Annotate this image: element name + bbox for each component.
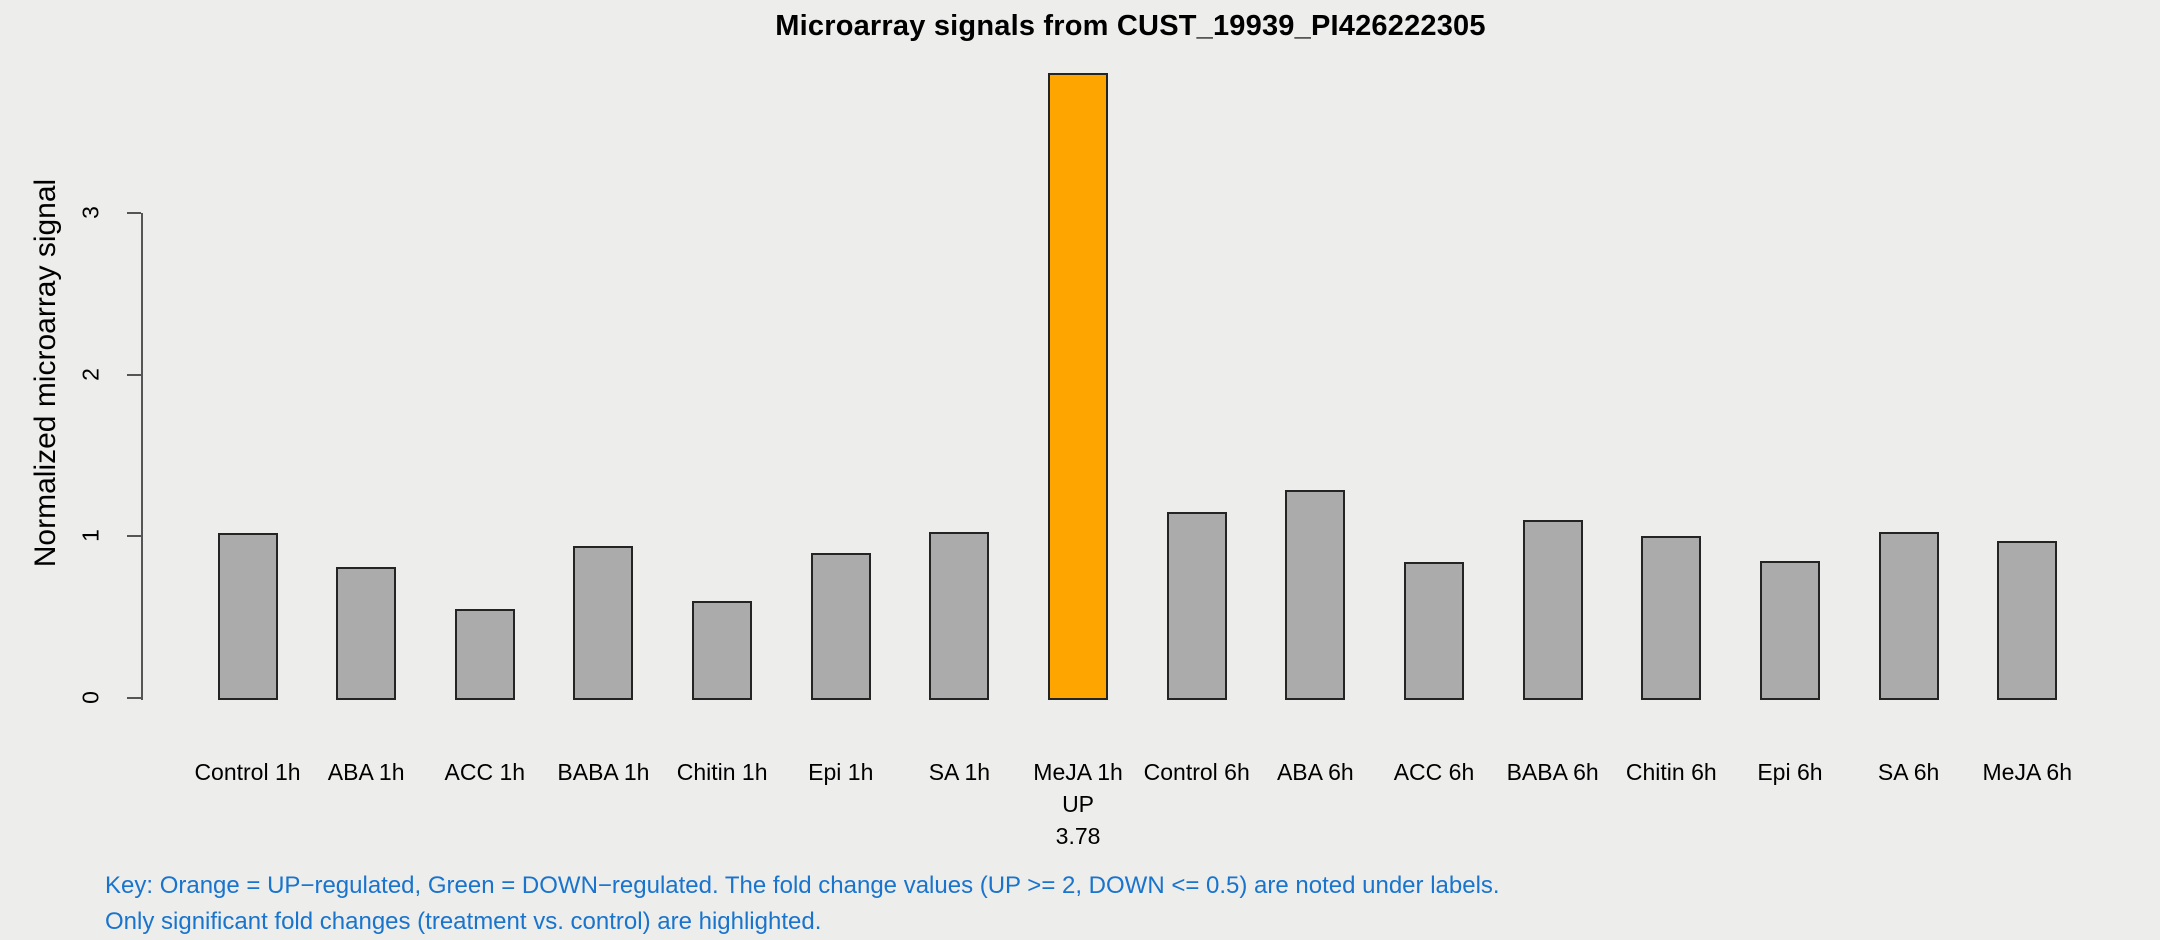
bar-acc-6h: [1404, 562, 1464, 700]
x-label-control-6h: Control 6h: [1143, 759, 1250, 785]
x-label-sa-6h: SA 6h: [1877, 759, 1940, 785]
x-label-acc-1h: ACC 1h: [444, 759, 526, 785]
y-tick-label: 3: [77, 206, 104, 220]
x-label-sa-1h: SA 1h: [928, 759, 991, 785]
legend-note-line1: Key: Orange = UP−regulated, Green = DOWN…: [105, 872, 1500, 899]
x-label-meja-6h: MeJA 6h: [1982, 759, 2073, 785]
bar-meja-1h: [1048, 72, 1109, 700]
bar-aba-6h: [1285, 489, 1346, 700]
y-tick-mark: [127, 697, 141, 699]
bar-aba-1h: [336, 567, 397, 700]
x-label-chitin-1h: Chitin 1h: [676, 759, 768, 785]
bar-control-1h: [217, 533, 278, 700]
y-tick-mark: [127, 373, 141, 376]
fold-change-note: UP: [1062, 791, 1095, 817]
bar-baba-6h: [1522, 520, 1583, 700]
y-tick-mark: [127, 212, 141, 215]
x-label-acc-6h: ACC 6h: [1393, 759, 1475, 785]
legend-note: Key: Orange = UP−regulated, Green = DOWN…: [105, 868, 1500, 940]
bar-sa-6h: [1878, 531, 1939, 700]
bar-chitin-1h: [692, 601, 753, 700]
x-label-baba-6h: BABA 6h: [1506, 759, 1599, 785]
chart-title: Microarray signals from CUST_19939_PI426…: [775, 10, 1486, 42]
bar-control-6h: [1166, 512, 1227, 700]
bar-epi-6h: [1759, 560, 1820, 700]
x-label-epi-6h: Epi 6h: [1757, 759, 1823, 785]
y-tick-label: 1: [77, 529, 104, 543]
bar-meja-6h: [1997, 541, 2058, 700]
x-label-meja-1h: MeJA 1h UP 3.78: [998, 756, 1158, 852]
x-label-chitin-6h: Chitin 6h: [1625, 759, 1717, 785]
fold-change-note: 3.78: [1055, 823, 1101, 849]
y-tick-mark: [127, 535, 141, 538]
bar-acc-1h: [454, 609, 515, 700]
y-tick-label: 2: [77, 367, 104, 381]
bar-baba-1h: [573, 546, 634, 700]
x-label-aba-6h: ABA 6h: [1276, 759, 1354, 785]
x-label-aba-1h: ABA 1h: [327, 759, 405, 785]
x-label-baba-1h: BABA 1h: [557, 759, 650, 785]
y-axis-line: [141, 213, 143, 700]
bar-epi-1h: [810, 552, 871, 700]
x-label-epi-1h: Epi 1h: [808, 759, 874, 785]
y-tick-label: 0: [77, 691, 104, 704]
bar-sa-1h: [929, 531, 990, 700]
legend-note-line2: Only significant fold changes (treatment…: [105, 908, 822, 935]
bar-chitin-6h: [1641, 536, 1702, 700]
x-label-control-1h: Control 1h: [194, 759, 301, 785]
